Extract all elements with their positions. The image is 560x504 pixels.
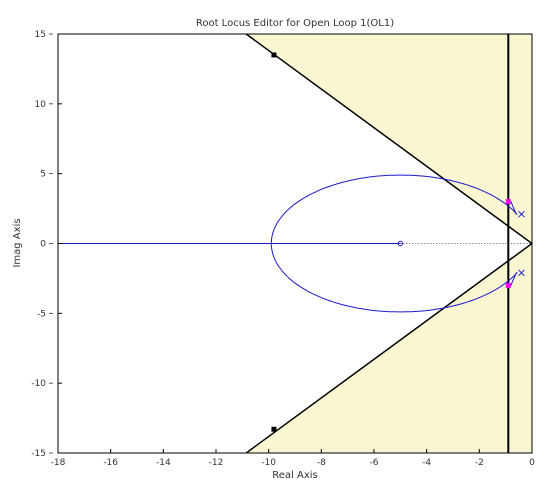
locus-branch-4 bbox=[510, 272, 517, 286]
chart-title: Root Locus Editor for Open Loop 1(OL1) bbox=[196, 18, 394, 29]
closed-loop-pole-1 bbox=[505, 199, 511, 205]
y-tick-label-6: -15 bbox=[31, 449, 46, 459]
y-tick-label-0: 15 bbox=[35, 30, 46, 40]
y-tick-label-3: 0 bbox=[40, 240, 46, 250]
x-tick-label-4: -10 bbox=[261, 458, 276, 468]
y-tick-label-5: -10 bbox=[31, 379, 46, 389]
constraint-handle-2 bbox=[271, 426, 277, 432]
y-tick-label-2: 5 bbox=[40, 170, 46, 180]
x-axis: -18 -16 -14 -12 -10 -8 -6 -4 -2 0 bbox=[51, 449, 535, 468]
x-tick-label-9: 0 bbox=[529, 458, 535, 468]
open-loop-zero-1 bbox=[397, 240, 404, 247]
x-tick-label-5: -8 bbox=[317, 458, 326, 468]
locus-branch-3 bbox=[510, 201, 517, 215]
open-loop-pole-1 bbox=[518, 210, 525, 218]
x-tick-label-3: -12 bbox=[209, 458, 224, 468]
closed-loop-pole-2 bbox=[505, 282, 511, 288]
open-loop-pole-2 bbox=[518, 269, 525, 277]
x-tick-label-1: -16 bbox=[103, 458, 118, 468]
x-tick-label-0: -18 bbox=[51, 458, 66, 468]
damping-line-1 bbox=[244, 34, 532, 245]
damping-line-2 bbox=[244, 242, 532, 453]
x-axis-label: Real Axis bbox=[272, 470, 317, 481]
y-tick-label-1: 10 bbox=[35, 100, 47, 110]
x-tick-label-2: -14 bbox=[156, 458, 171, 468]
y-tick-label-4: -5 bbox=[37, 309, 46, 319]
x-tick-label-7: -4 bbox=[422, 458, 431, 468]
y-axis-label: Imag Axis bbox=[12, 218, 23, 267]
locus-branch-2 bbox=[270, 174, 518, 313]
constraint-handle-1 bbox=[271, 52, 277, 58]
x-tick-label-6: -6 bbox=[370, 458, 379, 468]
y-axis: 15 10 5 0 -5 -10 -15 bbox=[31, 30, 62, 459]
x-tick-label-8: -2 bbox=[475, 458, 484, 468]
